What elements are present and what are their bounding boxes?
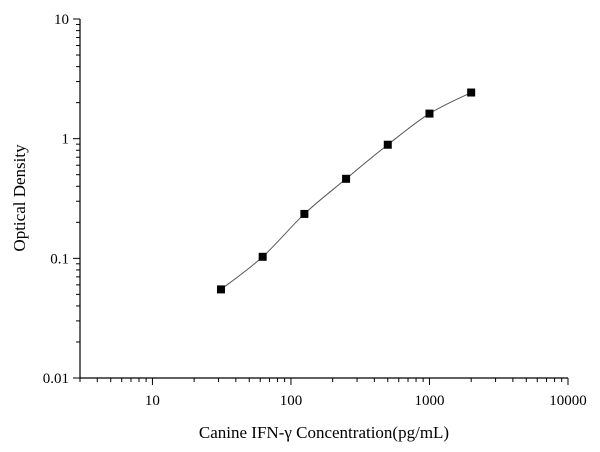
y-axis-title: Optical Density (10, 144, 29, 252)
x-tick-label: 10000 (549, 393, 587, 409)
tick-labels: 10 100 1000 10000 0.01 0.1 1 10 (43, 12, 587, 409)
x-tick-label: 10 (145, 393, 160, 409)
data-point (258, 252, 267, 261)
y-tick-label: 0.1 (50, 251, 69, 267)
data-points (216, 88, 476, 294)
ticks (73, 18, 569, 385)
x-tick-label: 1000 (414, 393, 444, 409)
data-point (216, 285, 225, 294)
data-point (383, 140, 392, 149)
y-tick-label: 10 (54, 12, 69, 28)
y-tick-label: 1 (62, 132, 70, 148)
axes (79, 19, 568, 379)
data-point (300, 209, 309, 218)
fit-curve-line (220, 92, 472, 290)
x-tick-label: 100 (280, 393, 303, 409)
data-point (342, 174, 351, 183)
data-point (425, 109, 434, 118)
y-tick-label: 0.01 (43, 371, 69, 387)
x-axis-title: Canine IFN-γ Concentration(pg/mL) (199, 423, 449, 442)
data-point (467, 88, 476, 97)
fit-curve (220, 92, 472, 290)
